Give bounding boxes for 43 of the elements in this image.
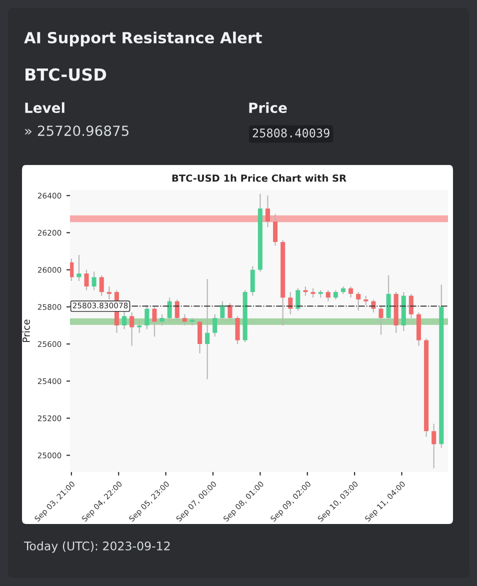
candlestick bbox=[296, 288, 300, 312]
candlestick bbox=[84, 269, 89, 291]
candlestick bbox=[408, 293, 414, 319]
candlestick bbox=[220, 300, 225, 320]
candlestick bbox=[198, 319, 202, 354]
text: AI Support Resistance Alert bbox=[24, 32, 262, 46]
candlestick bbox=[235, 316, 240, 345]
candlestick bbox=[174, 298, 180, 322]
candlestick bbox=[76, 254, 82, 282]
text: Price bbox=[249, 102, 287, 114]
candlestick bbox=[137, 319, 142, 334]
candlestick bbox=[326, 290, 330, 302]
text: Level bbox=[25, 102, 64, 114]
candlestick bbox=[205, 278, 210, 380]
y-axis-title: Price bbox=[22, 320, 30, 342]
candlestick bbox=[273, 214, 278, 246]
candlestick bbox=[212, 314, 218, 338]
text: 25808.40039 bbox=[252, 128, 330, 138]
candlestick bbox=[106, 286, 112, 300]
candlestick bbox=[182, 314, 187, 326]
text: BTC-USD bbox=[26, 68, 106, 81]
candlestick bbox=[160, 314, 164, 326]
candlestick bbox=[167, 297, 172, 322]
candlestick bbox=[122, 310, 127, 330]
candlestick bbox=[303, 286, 308, 296]
candlestick bbox=[348, 286, 354, 298]
text: Today (UTC): 2023-09-12 bbox=[24, 541, 170, 553]
candlestick bbox=[333, 290, 338, 300]
candlestick bbox=[356, 291, 361, 312]
candlestick bbox=[99, 274, 104, 296]
candlestick bbox=[228, 302, 232, 322]
candlestick bbox=[152, 306, 157, 338]
text: » 25720.96875 bbox=[25, 126, 128, 136]
candlestick bbox=[144, 304, 150, 330]
candlestick bbox=[378, 306, 384, 336]
candlestick bbox=[364, 295, 368, 306]
candlestick bbox=[250, 266, 255, 296]
chart-title: BTC-USD 1h Price Chart with SR bbox=[172, 174, 346, 182]
candlestick bbox=[310, 288, 316, 298]
candlestick bbox=[92, 271, 96, 291]
candlestick bbox=[130, 312, 134, 346]
candlestick bbox=[265, 195, 270, 228]
candlestick bbox=[432, 423, 436, 469]
